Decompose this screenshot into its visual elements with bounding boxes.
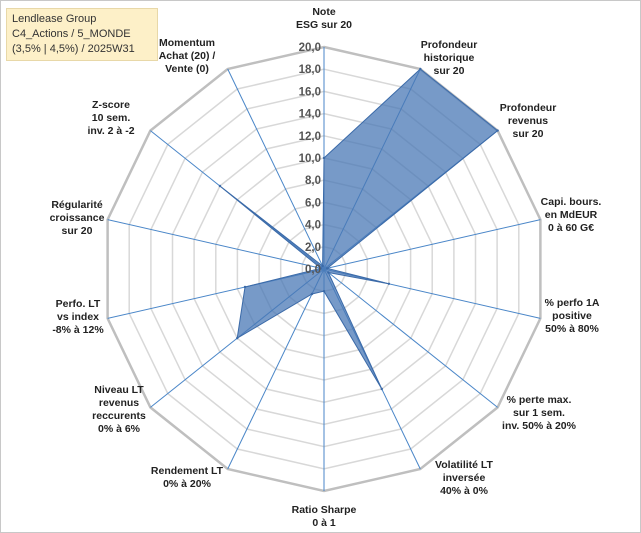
axis-label: 10 sem. [92,112,131,124]
axis-label: historique [424,52,475,64]
axis-label: positive [552,310,592,322]
axis-label: 0% à 20% [163,478,212,490]
axis-label: reccurents [92,410,146,422]
title-line-3: (3,5% | 4,5%) / 2025W31 [12,43,135,55]
title-line-1: Lendlease Group [12,13,97,25]
axis-label: 0 à 60 G€ [548,222,594,234]
axis-label: en MdEUR [545,209,598,221]
axis-label: -8% à 12% [52,324,104,336]
tick-label: 20,0 [299,42,321,54]
axis-label: revenus [99,397,139,409]
axis-label: sur 20 [434,65,465,77]
axis-label: croissance [50,212,105,224]
axis-label: sur 20 [62,225,93,237]
data-point [322,290,326,293]
data-point [419,67,422,71]
axis-label: Volatilité LT [435,459,494,471]
data-point [243,285,247,289]
axis-label: 50% à 80% [545,323,599,335]
data-series-area [219,68,499,390]
data-point [380,387,383,391]
axis-spoke [227,268,325,470]
tick-label: 2,0 [305,242,321,254]
title-line-2: C4_Actions / 5_MONDE [12,28,131,40]
data-point [321,264,324,268]
axis-label: Niveau LT [94,384,144,396]
axis-label: inv. 2 à -2 [87,125,134,137]
axis-spoke [107,219,325,270]
axis-spoke [323,268,498,408]
axis-label: inversée [443,472,486,484]
tick-label: 8,0 [305,175,321,187]
axis-label: % perte max. [507,394,572,406]
tick-label: 10,0 [299,153,321,165]
axis-label: Momentum [159,37,215,49]
axis-label: inv. 50% à 20% [502,420,577,432]
tick-label: 14,0 [299,109,321,121]
axis-label: sur 1 sem. [513,407,565,419]
axis-label: 40% à 0% [440,485,489,497]
axis-label: revenus [508,115,548,127]
tick-label: 4,0 [305,220,321,232]
tick-label: 16,0 [299,86,321,98]
axis-spoke [323,219,541,270]
axis-label: 0 à 1 [312,517,336,529]
axis-label: Achat (20) / [159,50,216,62]
data-point [310,292,314,296]
axis-label: ESG sur 20 [296,19,352,31]
data-point [322,156,326,160]
axis-label: Z-score [92,99,130,111]
tick-label: 0,0 [305,264,321,276]
tick-label: 18,0 [299,64,321,76]
axis-label: % perfo 1A [545,297,600,309]
axis-label: Capi. bours. [541,196,602,208]
data-point [218,184,222,188]
data-point [327,271,330,274]
axis-label: Note [312,6,335,18]
axis-label: Vente (0) [165,63,209,75]
axis-label: Régularité [51,199,103,211]
axis-label: Ratio Sharpe [292,504,357,516]
tick-label: 12,0 [299,131,321,143]
axis-label: Profondeur [500,102,557,114]
data-point [236,337,239,340]
chart-title-box: Lendlease Group C4_Actions / 5_MONDE (3,… [6,8,158,61]
data-point [326,267,329,270]
tick-label: 6,0 [305,197,321,209]
data-point [496,129,499,132]
axis-label: vs index [57,311,99,323]
axis-label: Perfo. LT [56,298,101,310]
data-point [319,267,322,270]
axis-label: sur 20 [513,128,544,140]
data-point [387,282,391,285]
axis-label: 0% à 6% [98,423,141,435]
axis-label: Profondeur [421,39,478,51]
axis-spoke [227,68,325,270]
axis-label: Rendement LT [151,465,224,477]
